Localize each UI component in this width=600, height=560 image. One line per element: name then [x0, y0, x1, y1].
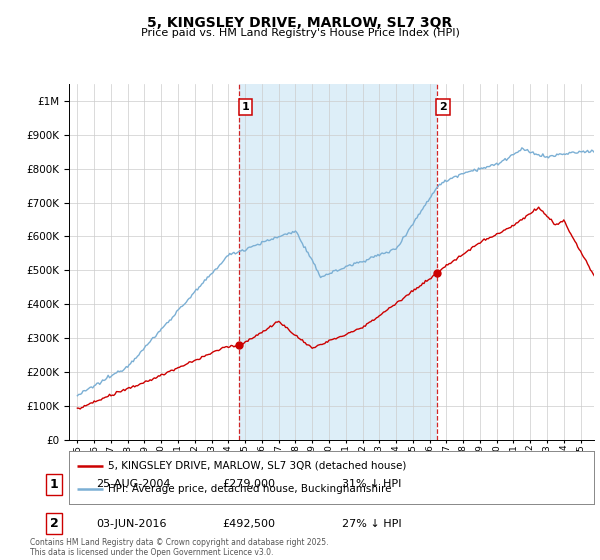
- Text: 5, KINGSLEY DRIVE, MARLOW, SL7 3QR (detached house): 5, KINGSLEY DRIVE, MARLOW, SL7 3QR (deta…: [109, 461, 407, 471]
- Text: Contains HM Land Registry data © Crown copyright and database right 2025.
This d: Contains HM Land Registry data © Crown c…: [30, 538, 329, 557]
- Text: HPI: Average price, detached house, Buckinghamshire: HPI: Average price, detached house, Buck…: [109, 484, 392, 494]
- Text: 5, KINGSLEY DRIVE, MARLOW, SL7 3QR: 5, KINGSLEY DRIVE, MARLOW, SL7 3QR: [148, 16, 452, 30]
- Text: £279,000: £279,000: [222, 479, 275, 489]
- Text: 1: 1: [50, 478, 58, 491]
- Text: Price paid vs. HM Land Registry's House Price Index (HPI): Price paid vs. HM Land Registry's House …: [140, 28, 460, 38]
- Text: £492,500: £492,500: [222, 519, 275, 529]
- Text: 31% ↓ HPI: 31% ↓ HPI: [342, 479, 401, 489]
- Text: 2: 2: [50, 517, 58, 530]
- Text: 2: 2: [439, 102, 447, 112]
- Text: 25-AUG-2004: 25-AUG-2004: [96, 479, 170, 489]
- Text: 03-JUN-2016: 03-JUN-2016: [96, 519, 167, 529]
- Text: 27% ↓ HPI: 27% ↓ HPI: [342, 519, 401, 529]
- Bar: [239, 84, 437, 440]
- Text: 1: 1: [241, 102, 249, 112]
